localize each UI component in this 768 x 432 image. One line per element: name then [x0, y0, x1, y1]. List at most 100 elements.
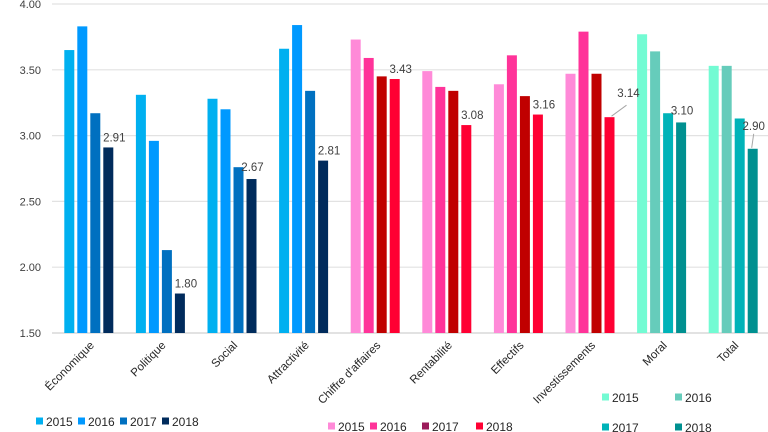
y-tick-label: 2.50: [20, 196, 41, 208]
legend-swatch: [675, 423, 682, 431]
x-category-label: Politique: [129, 340, 169, 380]
bar-2017: [519, 96, 530, 334]
legend-label: 2017: [130, 415, 157, 429]
y-tick-label: 2.00: [20, 262, 41, 274]
bar-2015: [637, 34, 648, 333]
x-category-label: Économique: [43, 339, 97, 393]
bar-group: [207, 98, 257, 333]
y-tick-label: 3.50: [20, 65, 41, 77]
bar-2017: [448, 90, 459, 333]
bar-2017: [161, 250, 172, 333]
data-label: 1.80: [175, 279, 197, 291]
x-category-label: Rentabilité: [408, 340, 455, 387]
data-label: 3.14: [617, 88, 640, 100]
bar-group: [493, 55, 543, 334]
bar-group: [135, 94, 185, 333]
legend-label: 2017: [612, 421, 639, 432]
bar-group: [637, 34, 687, 333]
x-category-label: Total: [716, 340, 742, 366]
bar-2018: [532, 114, 543, 333]
legend-label: 2016: [685, 391, 712, 405]
legend-label: 2018: [172, 415, 199, 429]
bar-2018: [174, 293, 185, 333]
x-category-label: Effectifs: [489, 339, 526, 376]
bar-group: [708, 65, 758, 334]
data-labels: 2.91 1.80 2.67 2.81 3.43 3.08 3.16 3.14 3.10 2.90: [103, 64, 765, 291]
bar-2018: [604, 117, 615, 334]
bar-2015: [64, 50, 75, 334]
bar-2015: [708, 65, 719, 334]
legend-blue: 2015 2016 2017 2018: [36, 415, 199, 429]
legend-swatch: [602, 393, 609, 401]
data-label: 3.08: [461, 110, 483, 122]
bar-2016: [292, 25, 303, 333]
data-label: 3.43: [390, 64, 412, 76]
x-category-label: Attractivité: [265, 340, 311, 386]
x-category-label: Chiffre d'affaires: [316, 339, 383, 406]
bar-2018: [103, 147, 114, 333]
bar-2017: [90, 113, 101, 333]
bar-group: [279, 25, 329, 334]
bar-group: [422, 71, 472, 334]
data-label: 2.91: [103, 132, 125, 144]
leader-line: [611, 104, 627, 117]
bar-2017: [233, 167, 244, 333]
bar-2016: [77, 26, 88, 333]
bar-2017: [591, 73, 602, 334]
y-tick-label: 1.50: [20, 328, 41, 340]
legend-label: 2018: [486, 420, 513, 432]
legend-swatch: [675, 393, 682, 401]
legend-swatch: [162, 417, 169, 425]
legends: 2015 2016 2017 2018 2015 2016 2017 2018 2015 2016…: [36, 391, 712, 432]
y-axis: 1.50 2.00 2.50 3.00 3.50 4.00: [20, 0, 41, 340]
bar-2016: [220, 109, 231, 333]
legend-red: 2015 2016 2017 2018: [328, 420, 513, 432]
data-label: 2.67: [241, 162, 263, 174]
bar-2017: [734, 118, 745, 333]
bar-2016: [363, 57, 374, 334]
bar-2015: [207, 98, 218, 333]
bar-2016: [650, 51, 661, 333]
bar-2016: [148, 140, 159, 333]
bar-2015: [493, 84, 504, 333]
y-tick-label: 3.00: [20, 131, 41, 143]
y-tick-label: 4.00: [20, 0, 41, 11]
x-category-label: Moral: [641, 340, 670, 369]
legend-label: 2016: [380, 420, 407, 432]
bar-2016: [578, 31, 589, 334]
legend-swatch: [78, 417, 85, 425]
bar-2017: [663, 113, 674, 333]
bar-2016: [721, 65, 732, 334]
legend-label: 2018: [685, 421, 712, 432]
bars: [64, 25, 758, 334]
bar-2015: [350, 39, 361, 333]
legend-label: 2015: [46, 415, 73, 429]
bar-group: [64, 26, 114, 334]
bar-group: [565, 31, 615, 334]
bar-2016: [435, 86, 446, 334]
legend-swatch: [36, 417, 43, 425]
gridlines: [52, 3, 768, 334]
legend-swatch: [370, 422, 377, 430]
bar-2017: [305, 90, 316, 333]
legend-teal: 2015 2016 2017 2018: [602, 391, 712, 432]
x-category-label: Social: [209, 340, 240, 371]
bar-2018: [318, 160, 329, 333]
bar-2018: [676, 122, 687, 333]
legend-label: 2017: [432, 420, 459, 432]
bar-2015: [422, 71, 433, 333]
legend-swatch: [476, 422, 483, 430]
legend-swatch: [328, 422, 335, 430]
legend-label: 2015: [612, 391, 639, 405]
bar-2018: [461, 125, 472, 334]
leader-line: [751, 133, 755, 148]
bar-2015: [135, 94, 146, 333]
bar-2018: [747, 148, 758, 333]
bar-2015: [279, 48, 290, 334]
legend-label: 2015: [338, 420, 365, 432]
legend-label: 2016: [88, 415, 115, 429]
bar-2017: [376, 76, 387, 333]
legend-swatch: [422, 422, 429, 430]
bar-2018: [246, 179, 257, 333]
